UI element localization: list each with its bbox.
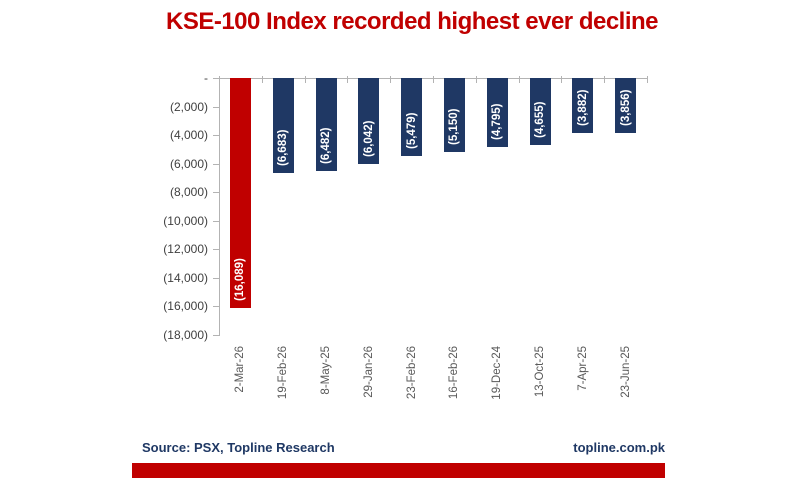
y-tick-label: - <box>204 71 208 85</box>
y-axis-tick <box>213 78 220 79</box>
y-tick-label: (18,000) <box>163 328 208 342</box>
x-tick-label: 2-Mar-26 <box>234 346 247 393</box>
bar <box>358 78 380 165</box>
y-axis-tick <box>213 192 220 194</box>
y-axis-tick <box>213 135 220 137</box>
y-tick-label: (16,000) <box>163 299 208 314</box>
x-axis-tick <box>433 76 434 83</box>
bar-value-label: (5,479) <box>405 112 418 150</box>
x-tick-label: 23-Jun-25 <box>619 346 632 398</box>
y-tick-label: (2,000) <box>169 99 208 114</box>
x-tick-label: 7-Apr-25 <box>576 346 589 391</box>
x-axis-tick <box>647 76 648 83</box>
y-axis-tick <box>213 220 220 222</box>
bar <box>401 78 423 157</box>
x-axis-tick <box>604 76 606 83</box>
y-tick-label: (8,000) <box>169 185 208 200</box>
bar-value-label: (6,683) <box>277 129 290 167</box>
bar-value-label: (3,856) <box>619 89 632 127</box>
bar <box>615 78 637 134</box>
bar-value-label: (3,882) <box>576 89 589 127</box>
x-tick-label: 29-Jan-26 <box>362 346 375 398</box>
bar-value-label: (16,089) <box>234 257 247 301</box>
chart-title: KSE-100 Index recorded highest ever decl… <box>165 8 659 35</box>
y-axis-tick <box>213 335 220 336</box>
y-axis-tick <box>213 306 220 308</box>
x-axis-tick <box>518 76 520 83</box>
bar <box>486 78 508 147</box>
x-axis-tick <box>261 76 263 83</box>
x-axis-tick <box>561 76 563 83</box>
bar-value-label: (5,150) <box>448 108 461 145</box>
bar <box>229 78 251 308</box>
x-axis-tick <box>304 76 306 83</box>
x-axis-tick <box>219 76 220 83</box>
bar <box>529 78 551 145</box>
bar-value-label: (6,482) <box>320 127 332 164</box>
x-tick-label: 23-Feb-26 <box>405 346 418 400</box>
y-axis-tick <box>213 277 220 279</box>
y-tick-label: (10,000) <box>163 213 208 228</box>
bar <box>443 78 465 152</box>
bar <box>572 78 594 134</box>
x-tick-label: 19-Feb-26 <box>277 346 290 400</box>
y-tick-label: (6,000) <box>169 156 208 171</box>
x-axis-tick <box>475 76 477 83</box>
x-tick-label: 13-Oct-25 <box>534 346 546 398</box>
bar <box>315 78 337 171</box>
bar <box>272 78 294 174</box>
x-axis-tick <box>347 76 349 83</box>
y-axis-tick <box>213 163 220 165</box>
bar-value-label: (6,042) <box>362 120 375 158</box>
x-tick-label: 8-May-25 <box>320 346 332 395</box>
source-note: Source: PSX, Topline Research <box>142 440 335 455</box>
x-tick-label: 16-Feb-26 <box>448 346 461 400</box>
y-tick-label: (4,000) <box>169 128 208 143</box>
y-axis-line <box>219 78 220 335</box>
x-axis-tick <box>390 76 392 83</box>
y-axis-tick <box>213 249 220 251</box>
x-tick-label: 19-Dec-24 <box>491 346 504 400</box>
y-axis-tick <box>213 106 220 108</box>
y-tick-label: (14,000) <box>163 270 208 285</box>
y-tick-label: (12,000) <box>163 242 208 257</box>
bar-value-label: (4,795) <box>491 103 504 140</box>
bar-value-label: (4,655) <box>534 101 546 138</box>
website-link[interactable]: topline.com.pk <box>573 440 665 455</box>
footer-red-strip <box>132 463 665 478</box>
